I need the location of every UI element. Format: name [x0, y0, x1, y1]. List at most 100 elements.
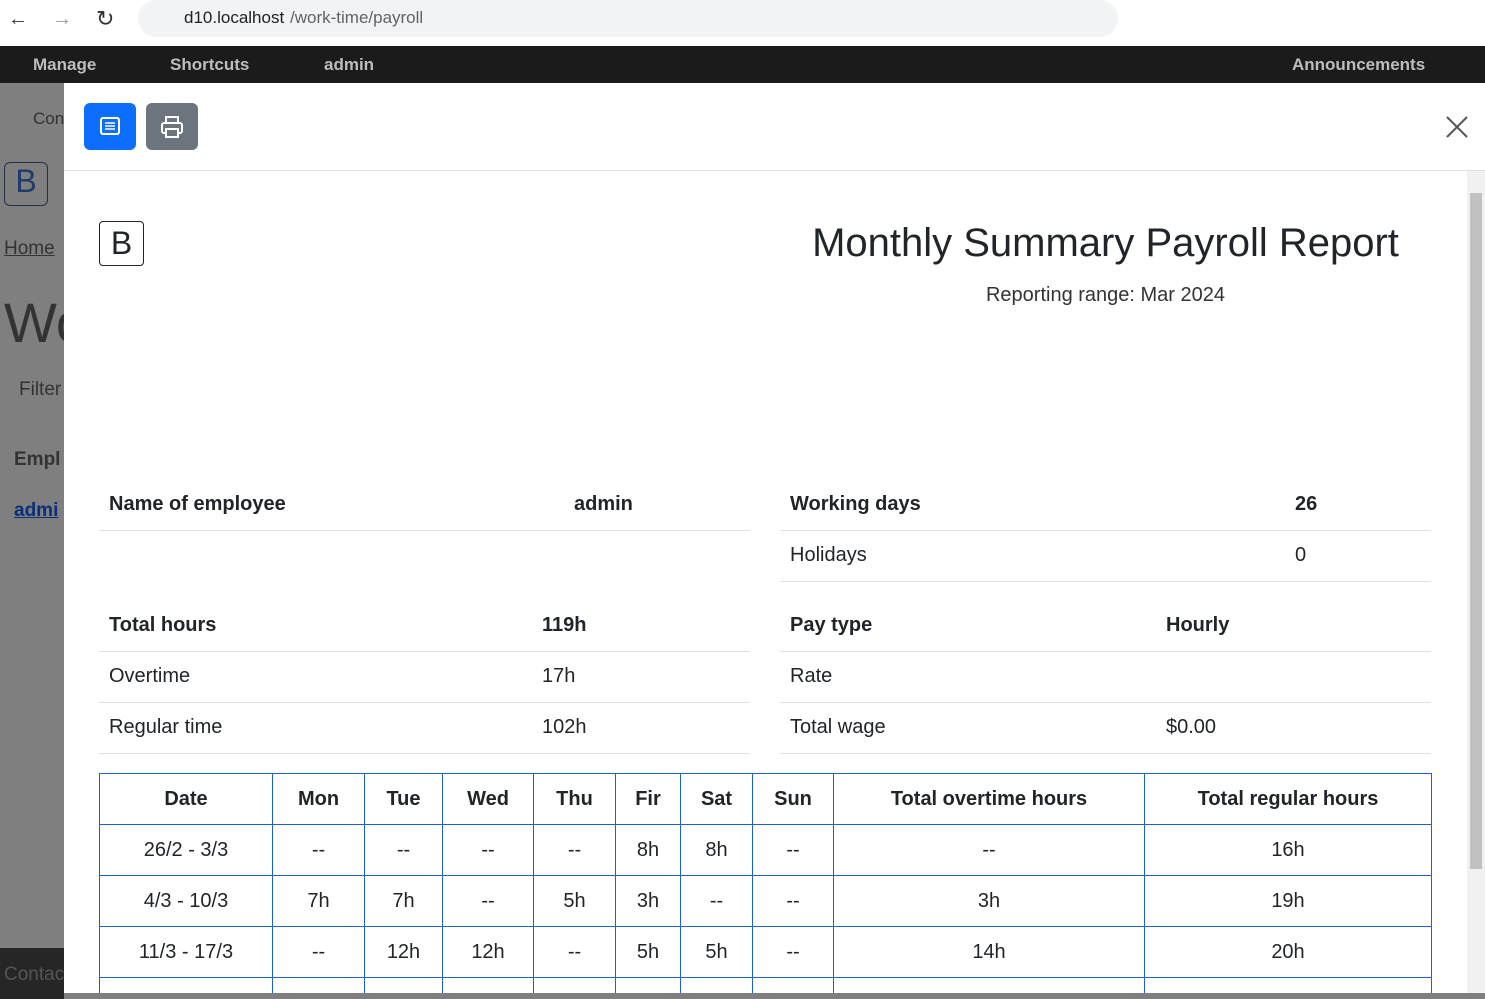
table-cell: 12h — [442, 926, 534, 978]
table-cell-cut — [1144, 977, 1432, 993]
url-path: /work-time/payroll — [290, 8, 423, 28]
bg-text: Empl — [14, 449, 60, 471]
toolbar-item[interactable]: Announcements — [1292, 55, 1425, 75]
report-modal: B Monthly Summary Payroll Report Reporti… — [64, 83, 1485, 993]
url-host: d10.localhost — [184, 8, 284, 28]
info-value: 119h — [542, 600, 586, 651]
info-value: 17h — [542, 651, 575, 702]
table-cell: -- — [680, 875, 753, 927]
table-cell: 5h — [533, 875, 616, 927]
table-header: Total overtime hours — [833, 773, 1145, 825]
table-cell: -- — [752, 875, 834, 927]
table-cell: 20h — [1144, 926, 1432, 978]
report-title: Monthly Summary Payroll Report — [764, 221, 1447, 266]
table-cell: 5h — [680, 926, 753, 978]
info-label: Total wage — [790, 702, 886, 753]
info-value: 0 — [1295, 530, 1306, 581]
row-divider — [99, 530, 750, 531]
table-cell: -- — [272, 926, 365, 978]
table-cell: 16h — [1144, 824, 1432, 876]
table-cell: 3h — [833, 875, 1145, 927]
table-header: Date — [99, 773, 273, 825]
back-button[interactable]: ← — [8, 8, 28, 31]
table-header: Sun — [752, 773, 834, 825]
row-divider — [780, 753, 1431, 754]
table-cell: -- — [442, 824, 534, 876]
table-header: Sat — [680, 773, 753, 825]
bg-logo: B — [4, 162, 48, 206]
table-header: Tue — [364, 773, 443, 825]
view-button[interactable] — [84, 103, 136, 150]
table-cell: 12h — [364, 926, 443, 978]
row-divider — [780, 581, 1431, 582]
info-value: $0.00 — [1166, 702, 1216, 753]
row-divider — [780, 651, 1431, 652]
table-header: Wed — [442, 773, 534, 825]
table-cell: -- — [364, 824, 443, 876]
table-cell-cut — [364, 977, 443, 993]
row-divider — [99, 753, 750, 754]
table-header: Total regular hours — [1144, 773, 1432, 825]
table-cell-cut — [680, 977, 753, 993]
table-cell: -- — [533, 824, 616, 876]
bg-text: Home — [4, 238, 55, 260]
row-divider — [780, 530, 1431, 531]
table-cell-cut — [272, 977, 365, 993]
toolbar-item[interactable]: admin — [324, 55, 374, 75]
print-button[interactable] — [146, 103, 198, 150]
browser-bar: ← → ↻ d10.localhost /work-time/payroll — [0, 0, 1485, 46]
table-cell: -- — [533, 926, 616, 978]
info-label: Regular time — [109, 702, 222, 753]
report-subtitle: Reporting range: Mar 2024 — [764, 284, 1447, 307]
bg-text: admi — [14, 500, 58, 522]
table-cell: 7h — [272, 875, 365, 927]
info-label: Rate — [790, 651, 832, 702]
table-cell: 8h — [615, 824, 681, 876]
bg-text: Filter — [19, 379, 61, 401]
table-cell: 3h — [615, 875, 681, 927]
table-cell-cut — [99, 977, 273, 993]
info-label: Holidays — [790, 530, 867, 581]
info-value: Hourly — [1166, 600, 1229, 651]
bg-text: Contac — [4, 964, 64, 986]
table-cell: -- — [752, 824, 834, 876]
bg-text: Con — [33, 109, 64, 129]
table-cell-cut — [533, 977, 616, 993]
info-label: Working days — [790, 479, 921, 530]
table-cell: -- — [752, 926, 834, 978]
info-value: 102h — [542, 702, 587, 753]
table-cell: -- — [833, 824, 1145, 876]
table-cell-cut — [615, 977, 681, 993]
table-cell-cut — [752, 977, 834, 993]
table-cell: 5h — [615, 926, 681, 978]
toolbar-item[interactable]: Manage — [33, 55, 96, 75]
table-cell: 7h — [364, 875, 443, 927]
report-logo: B — [99, 221, 144, 266]
table-cell: -- — [272, 824, 365, 876]
address-bar[interactable]: d10.localhost /work-time/payroll — [138, 0, 1118, 37]
table-cell-cut — [442, 977, 534, 993]
forward-button[interactable]: → — [52, 8, 72, 31]
table-cell: 26/2 - 3/3 — [99, 824, 273, 876]
info-value: 26 — [1295, 479, 1317, 530]
info-label: Pay type — [790, 600, 872, 651]
info-label: Overtime — [109, 651, 190, 702]
close-button[interactable] — [1446, 116, 1468, 138]
toolbar-item[interactable]: Shortcuts — [170, 55, 249, 75]
table-header: Mon — [272, 773, 365, 825]
info-label: Name of employee — [109, 479, 286, 530]
table-cell-cut — [833, 977, 1145, 993]
info-value: admin — [574, 479, 633, 530]
table-header: Thu — [533, 773, 616, 825]
table-cell: -- — [442, 875, 534, 927]
table-cell: 11/3 - 17/3 — [99, 926, 273, 978]
info-label: Total hours — [109, 600, 216, 651]
table-header: Fir — [615, 773, 681, 825]
table-cell: 8h — [680, 824, 753, 876]
table-cell: 14h — [833, 926, 1145, 978]
reload-button[interactable]: ↻ — [96, 6, 114, 32]
table-cell: 19h — [1144, 875, 1432, 927]
table-cell: 4/3 - 10/3 — [99, 875, 273, 927]
